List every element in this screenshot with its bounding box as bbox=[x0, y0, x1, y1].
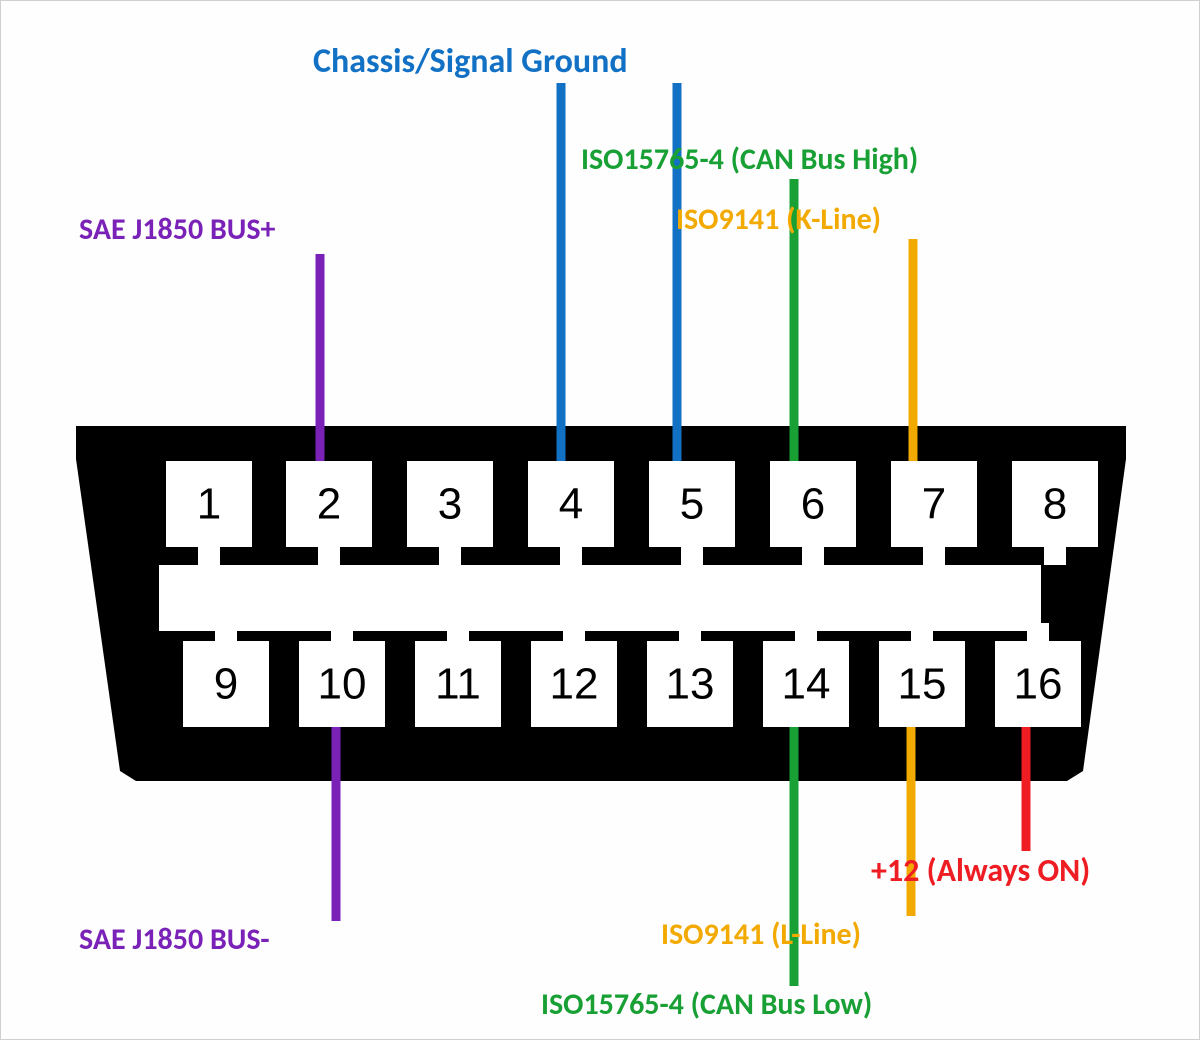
label-k-line: ISO9141 (K-Line) bbox=[676, 201, 881, 238]
pin-9-notch bbox=[215, 623, 237, 641]
pin-1-label: 1 bbox=[197, 480, 221, 529]
label-chassis-ground: Chassis/Signal Ground bbox=[313, 41, 628, 82]
pin-3-label: 3 bbox=[438, 480, 462, 529]
pin-14-label: 14 bbox=[782, 660, 831, 709]
label-can-low: ISO15765-4 (CAN Bus Low) bbox=[541, 986, 872, 1023]
pin-6-notch bbox=[802, 547, 824, 565]
pin-8-label: 8 bbox=[1043, 480, 1067, 529]
label-can-high: ISO15765-4 (CAN Bus High) bbox=[581, 141, 918, 178]
pin-2-label: 2 bbox=[317, 480, 341, 529]
pin-5-label: 5 bbox=[680, 480, 704, 529]
pin-12-notch bbox=[563, 623, 585, 641]
label-j1850-plus: SAE J1850 BUS+ bbox=[79, 211, 275, 248]
pin-13-notch bbox=[679, 623, 701, 641]
label-always-on: +12 (Always ON) bbox=[871, 851, 1090, 890]
pin-2-notch bbox=[318, 547, 340, 565]
pin-11-notch bbox=[447, 623, 469, 641]
pin-4-label: 4 bbox=[559, 480, 583, 529]
label-l-line: ISO9141 (L-Line) bbox=[661, 916, 861, 953]
pin-11-label: 11 bbox=[435, 660, 481, 709]
pin-8-notch bbox=[1044, 547, 1066, 565]
pin-4-notch bbox=[560, 547, 582, 565]
pin-16-notch bbox=[1027, 623, 1049, 641]
connector-body: 12345678910111213141516 bbox=[76, 426, 1126, 781]
pin-10-label: 10 bbox=[318, 660, 367, 709]
pin-15-label: 15 bbox=[898, 660, 947, 709]
connector-center-gap bbox=[159, 565, 1041, 631]
pin-5-notch bbox=[681, 547, 703, 565]
pin-15-notch bbox=[911, 623, 933, 641]
pin-10-notch bbox=[331, 623, 353, 641]
pin-7-notch bbox=[923, 547, 945, 565]
pin-14-notch bbox=[795, 623, 817, 641]
pin-3-notch bbox=[439, 547, 461, 565]
pin-13-label: 13 bbox=[666, 660, 715, 709]
pin-7-label: 7 bbox=[922, 480, 946, 529]
pin-12-label: 12 bbox=[550, 660, 599, 709]
pin-1-notch bbox=[198, 547, 220, 565]
label-j1850-minus: SAE J1850 BUS- bbox=[79, 921, 270, 958]
pin-9-label: 9 bbox=[214, 660, 238, 709]
pin-16-label: 16 bbox=[1014, 660, 1063, 709]
pin-6-label: 6 bbox=[801, 480, 825, 529]
